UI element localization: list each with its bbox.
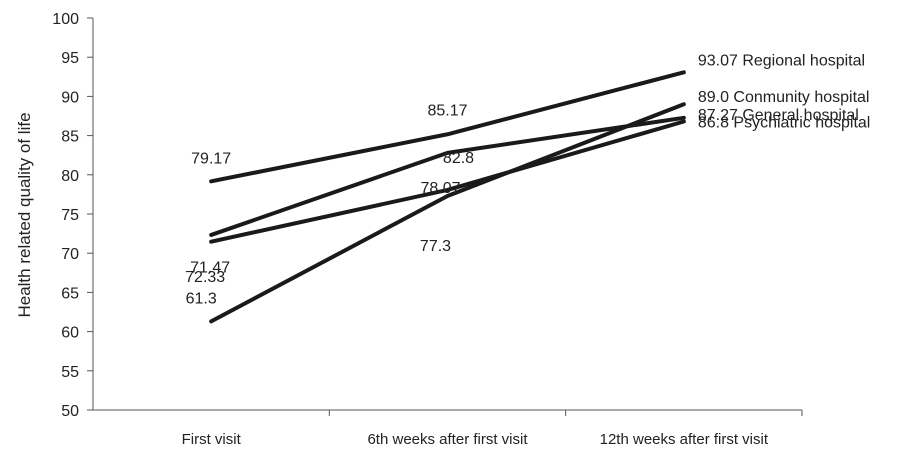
data-label: 82.8 <box>443 150 474 167</box>
data-label: 79.17 <box>191 150 231 167</box>
data-label: 71.47 <box>190 260 230 277</box>
data-label: 78.07 <box>421 180 461 197</box>
series-line-1 <box>209 70 686 184</box>
y-tick-label: 100 <box>52 11 79 28</box>
data-label: 93.07 Regional hospital <box>698 52 865 69</box>
data-label: 72.33 <box>185 269 225 286</box>
y-tick-label: 60 <box>61 325 79 342</box>
x-category-label: First visit <box>182 431 242 448</box>
y-tick-label: 80 <box>61 168 79 185</box>
data-label: 86.8 Psychiatric hospital <box>698 114 871 131</box>
series-lines <box>209 70 686 324</box>
y-tick-label: 95 <box>61 50 79 67</box>
y-tick-label: 85 <box>61 129 79 146</box>
y-tick-label: 70 <box>61 246 79 263</box>
y-tick-label: 55 <box>61 364 79 381</box>
series-line-3 <box>209 115 686 237</box>
y-axis-label: Health related quality of life <box>15 112 34 317</box>
y-tick-label: 50 <box>61 403 79 420</box>
data-label: 89.0 Conmunity hospital <box>698 89 870 106</box>
y-tick-label: 65 <box>61 285 79 302</box>
y-tick-label: 75 <box>61 207 79 224</box>
data-label: 61.3 <box>186 290 217 307</box>
y-ticks: 50 55 60 65 70 75 80 85 90 95 100 <box>52 11 93 420</box>
data-label: 85.17 <box>427 102 467 119</box>
x-ticks: First visit 6th weeks after first visit 12… <box>182 410 803 448</box>
y-tick-label: 90 <box>61 89 79 106</box>
series-line-4 <box>209 119 686 244</box>
x-category-label: 6th weeks after first visit <box>367 431 528 448</box>
data-label: 87.27 General hospital <box>698 107 859 124</box>
series-line-2 <box>209 102 686 324</box>
data-labels: 79.17 85.17 93.07 Regional hospital 61.3 77.… <box>185 52 870 307</box>
x-category-label: 12th weeks after first visit <box>600 431 769 448</box>
data-label: 77.3 <box>420 238 451 255</box>
